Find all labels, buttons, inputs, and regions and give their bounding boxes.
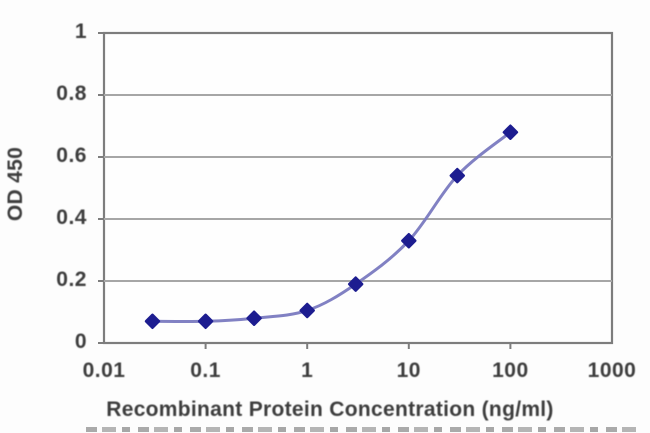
x-tick-label: 100 <box>492 359 529 382</box>
cropped-caption-remnant <box>86 427 642 432</box>
data-point-marker <box>502 124 519 140</box>
y-tick-label: 0.2 <box>56 268 87 291</box>
x-axis-title: Recombinant Protein Concentration (ng/ml… <box>106 398 554 421</box>
x-tick-label: 0.1 <box>190 359 221 382</box>
data-point-marker <box>347 276 364 292</box>
y-tick-label: 0.4 <box>56 206 87 229</box>
y-tick-label: 1 <box>74 20 87 43</box>
x-tick-label: 1000 <box>587 359 637 382</box>
data-point-marker <box>401 232 417 249</box>
data-point-marker <box>299 302 315 319</box>
x-tick-label: 10 <box>396 359 421 382</box>
x-tick-label: 1 <box>301 359 314 382</box>
plot-area <box>102 31 614 345</box>
y-tick-label: 0.8 <box>56 82 87 105</box>
data-point-marker <box>144 313 161 330</box>
y-tick-label: 0.6 <box>56 144 87 167</box>
data-point-marker <box>246 310 262 326</box>
y-tick-label: 0 <box>74 330 87 353</box>
data-point-marker <box>449 167 466 184</box>
x-tick-label: 0.01 <box>82 359 126 382</box>
y-axis-title: OD 450 <box>4 146 27 222</box>
data-point-marker <box>197 313 214 330</box>
